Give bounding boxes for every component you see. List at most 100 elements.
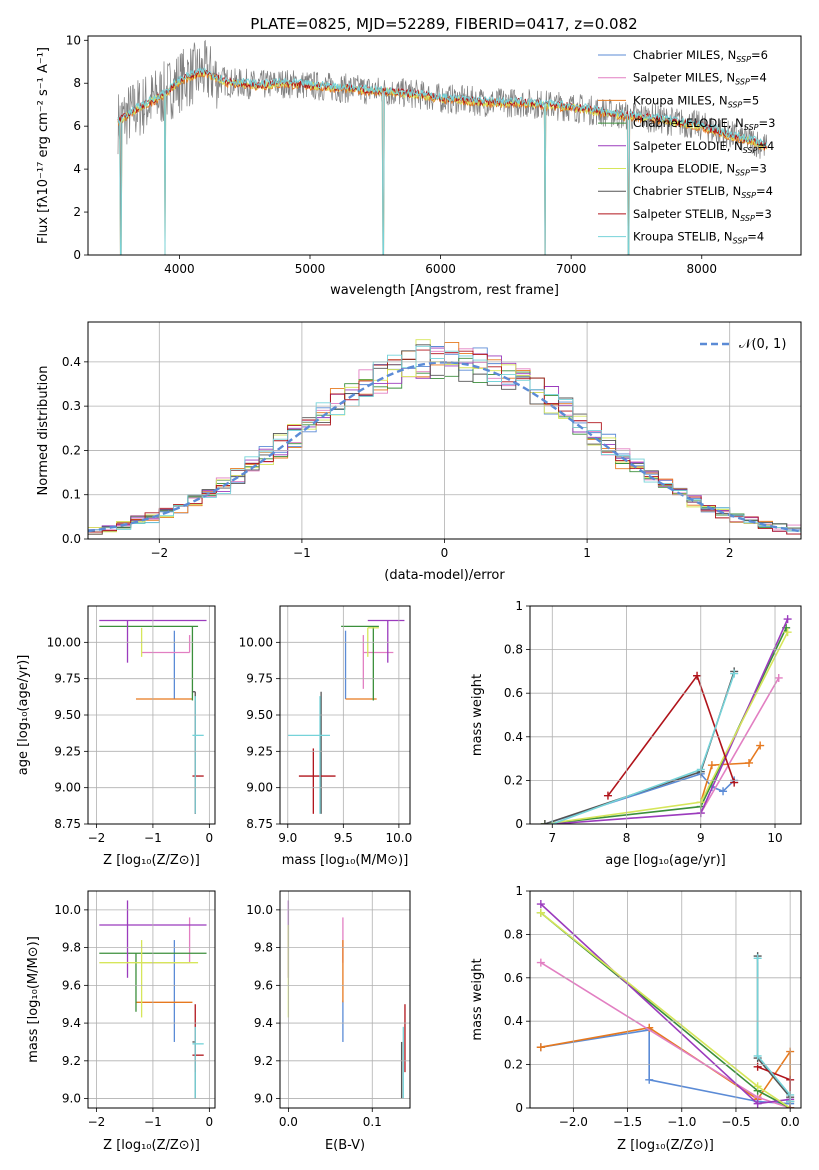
weight-point-marker <box>753 954 762 963</box>
panel-mass-vs-Z: −2 −1 0 9.0 9.2 9.4 9.6 9.8 10.0 Z [log₁₀(Z/Z⊙)] m… <box>26 890 216 1153</box>
weight-point-marker <box>753 1082 762 1091</box>
x-tick-label: −0.5 <box>721 1115 750 1129</box>
x-tick-label: 0.0 <box>781 1115 800 1129</box>
y-tick-label: 0.2 <box>504 773 523 787</box>
y-tick-label: 9.2 <box>254 1054 273 1068</box>
legend-model-name: Salpeter MILES <box>633 71 719 85</box>
weight-line <box>544 631 789 824</box>
legend-nssp-value: 3 <box>768 116 775 130</box>
x-tick-label: 0.1 <box>363 1115 382 1129</box>
y-tick-label: 0.8 <box>504 643 523 657</box>
panel-weight-vs-age: 7 8 9 10 0 0.2 0.4 0.6 0.8 1 age [log₁₀(age/yr)] ma… <box>470 599 802 868</box>
weight-point-marker <box>693 671 702 680</box>
x-tick-label: 0 <box>441 546 449 560</box>
legend-model-name: Chabrier ELODIE <box>633 116 728 130</box>
x-axis-label: wavelength [Angstrom, rest frame] <box>330 283 559 298</box>
legend-nssp-eq: = <box>742 93 752 107</box>
weight-point-marker <box>783 628 792 637</box>
weight-point-marker <box>719 787 728 796</box>
legend-model-name: Kroupa STELIB <box>633 230 717 244</box>
legend-entry: Chabrier MILES, NSSP=6 <box>633 48 768 64</box>
legend-model-name: Chabrier STELIB <box>633 184 725 198</box>
y-axis-label: mass weight <box>470 674 485 756</box>
y-tick-label: 0.8 <box>504 927 523 941</box>
legend-model-name: Kroupa ELODIE <box>633 162 719 176</box>
y-tick-label: 4 <box>73 162 81 176</box>
axes-frame <box>87 605 216 825</box>
legend-nssp-prefix: , N <box>719 71 735 85</box>
x-tick-label: 0 <box>206 1115 214 1129</box>
weight-point-marker <box>603 791 612 800</box>
legend-ssp-subscript: SSP <box>741 191 756 200</box>
weight-line <box>756 958 792 1102</box>
plot-area-mass-vs-ebv <box>287 900 406 1099</box>
y-tick-label: 8 <box>73 76 81 90</box>
x-tick-label: 8000 <box>686 262 717 276</box>
y-tick-label: 9.4 <box>254 1016 273 1030</box>
weight-point-marker <box>730 778 739 787</box>
legend-nssp-eq: = <box>750 162 760 176</box>
weight-point-marker <box>536 1043 545 1052</box>
y-axis-label: Flux [fλ10⁻¹⁷ erg cm⁻² s⁻¹ A⁻¹] <box>36 47 51 244</box>
x-axis-label: Z [log₁₀(Z/Z⊙)] <box>617 1138 714 1153</box>
x-tick-label: −1.0 <box>667 1115 696 1129</box>
legend-nssp-value: 4 <box>767 139 774 153</box>
legend-model-name: Chabrier MILES <box>633 48 720 62</box>
legend-nssp-eq: = <box>747 230 757 244</box>
y-tick-label: 10.0 <box>246 903 273 917</box>
y-tick-label: 9.75 <box>246 672 273 686</box>
x-tick-label: 7 <box>548 831 556 845</box>
y-tick-label: 0.3 <box>62 399 81 413</box>
y-tick-label: 9.2 <box>62 1054 81 1068</box>
x-axis-label: E(B-V) <box>325 1138 365 1153</box>
y-tick-label: 9.75 <box>54 672 81 686</box>
legend-nssp-prefix: , N <box>727 139 743 153</box>
weight-line <box>700 677 780 814</box>
axes-frame <box>279 605 411 825</box>
y-tick-label: 2 <box>73 205 81 219</box>
weight-point-marker <box>645 1075 654 1084</box>
plot-area-weight-vs-Z <box>536 900 795 1108</box>
legend-nssp-eq: = <box>756 184 766 198</box>
legend-nssp-prefix: , N <box>725 184 741 198</box>
figure-title: PLATE=0825, MJD=52289, FIBERID=0417, z=0… <box>250 15 637 33</box>
x-tick-label: 7000 <box>556 262 587 276</box>
legend-model-name: Kroupa MILES <box>633 93 712 107</box>
y-tick-label: 9.25 <box>246 744 273 758</box>
y-tick-label: 1 <box>515 599 523 613</box>
legend-model-name: Salpeter STELIB <box>633 207 724 221</box>
x-tick-label: −1 <box>144 1115 162 1129</box>
axes-frame <box>87 321 802 540</box>
legend-ssp-subscript: SSP <box>736 55 751 64</box>
x-tick-label: −1 <box>144 831 162 845</box>
panel-mass-vs-ebv: 0.0 0.1 9.0 9.2 9.4 9.6 9.8 10.0 E(B-V) <box>246 890 411 1153</box>
x-tick-label: 4000 <box>164 262 195 276</box>
panel-spectrum: 4000 5000 6000 7000 8000 0 2 4 6 8 10 wavelength [A… <box>36 33 802 298</box>
y-tick-label: 0.4 <box>504 1014 523 1028</box>
x-tick-label: −1.5 <box>613 1115 642 1129</box>
y-tick-label: 9.8 <box>62 941 81 955</box>
y-tick-label: 0.0 <box>62 532 81 546</box>
weight-line <box>540 912 791 1108</box>
y-tick-label: 0.1 <box>62 488 81 502</box>
legend-nssp-prefix: , N <box>719 162 735 176</box>
x-tick-label: −2 <box>150 546 168 560</box>
x-tick-label: −2.0 <box>559 1115 588 1129</box>
legend-entry: Kroupa STELIB, NSSP=4 <box>633 230 764 246</box>
y-tick-label: 10 <box>66 33 81 47</box>
plot-area-spectrum <box>117 39 768 255</box>
y-axis-label: Normed distribution <box>36 366 51 496</box>
y-tick-label: 0 <box>73 248 81 262</box>
legend-nssp-value: 3 <box>759 162 766 176</box>
y-tick-label: 1 <box>515 884 523 898</box>
legend-entry: Salpeter ELODIE, NSSP=4 <box>633 139 774 155</box>
y-tick-label: 9.6 <box>62 978 81 992</box>
x-tick-label: 2 <box>726 546 734 560</box>
y-tick-label: 8.75 <box>246 817 273 831</box>
y-tick-label: 9.50 <box>54 708 81 722</box>
y-tick-label: 0.6 <box>504 971 523 985</box>
axes-frame <box>279 890 411 1109</box>
weight-point-marker <box>536 958 545 967</box>
y-tick-label: 9.50 <box>246 708 273 722</box>
